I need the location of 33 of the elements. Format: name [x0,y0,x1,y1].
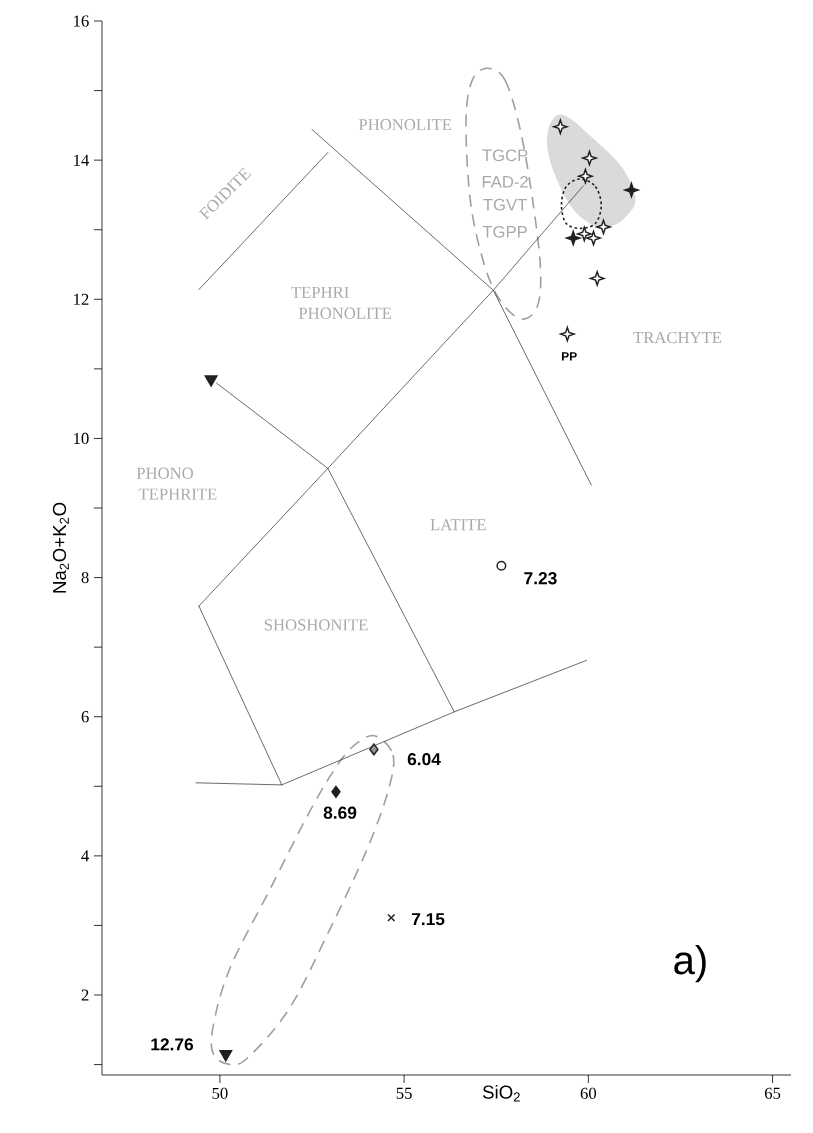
x-tick-label: 60 [580,1087,597,1099]
annotation: PHONOLITE [358,119,452,131]
x-axis-title: SiO$_{2}$ [482,1085,520,1102]
y-tick-label: 2 [81,989,89,1001]
y-axis-title: Na$_{2}$O+K$_{2}$O [52,502,69,593]
y-tick-label: 8 [81,571,89,584]
annotation: a) [674,945,706,983]
annotation: FAD-2 [482,175,528,188]
annotation: TEPHRI [291,286,349,298]
annotation: SHOSHONITE [264,619,368,631]
y-tick-label: 10 [74,432,89,445]
y-tick-label: 12 [74,293,89,305]
annotation: TGCP [482,149,528,162]
annotation: TGVT [483,198,527,211]
annotation: PP [561,352,577,361]
annotation: TRACHYTE [633,331,722,344]
annotation: TEPHRITE [138,488,217,500]
y-tick-label: 4 [81,850,90,862]
annotation: 12.76 [151,1038,194,1051]
annotation: 6.04 [407,753,441,766]
annotation: TGPP [482,225,527,238]
y-tick-label: 16 [74,15,89,27]
annotation: LATITE [430,519,486,531]
annotation: PHONO [136,467,194,479]
annotation: 7.23 [524,572,557,585]
y-tick-label: 6 [81,711,89,723]
x-tick-label: 50 [212,1087,228,1099]
annotation: PHONOLITE [298,307,392,319]
annotation: 7.15 [411,913,445,926]
x-tick-label: 55 [396,1087,412,1099]
y-tick-label: 14 [74,154,90,166]
x-tick-label: 65 [764,1087,781,1099]
annotation: 8.69 [323,806,357,819]
